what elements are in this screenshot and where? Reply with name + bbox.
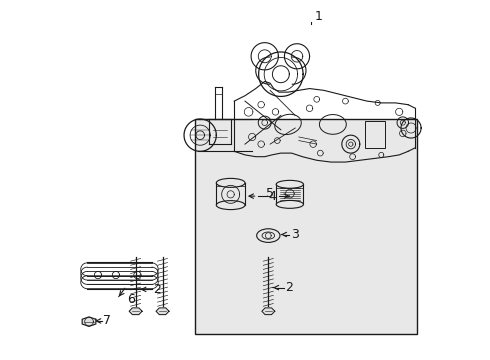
- Ellipse shape: [257, 229, 280, 242]
- Text: 2: 2: [153, 283, 161, 296]
- Text: 1: 1: [315, 10, 323, 23]
- Bar: [195, 119, 417, 334]
- Text: 6: 6: [126, 293, 135, 306]
- Text: 4: 4: [269, 190, 276, 203]
- Ellipse shape: [276, 201, 303, 208]
- Text: 3: 3: [291, 228, 299, 241]
- Polygon shape: [262, 308, 275, 315]
- Text: 7: 7: [103, 314, 111, 328]
- Polygon shape: [82, 317, 96, 327]
- Ellipse shape: [216, 201, 245, 210]
- Text: 2: 2: [286, 281, 294, 294]
- Polygon shape: [156, 308, 169, 315]
- Bar: [365, 121, 385, 148]
- Ellipse shape: [216, 179, 245, 187]
- Polygon shape: [129, 308, 142, 315]
- Ellipse shape: [276, 180, 303, 188]
- Text: 5: 5: [266, 187, 274, 200]
